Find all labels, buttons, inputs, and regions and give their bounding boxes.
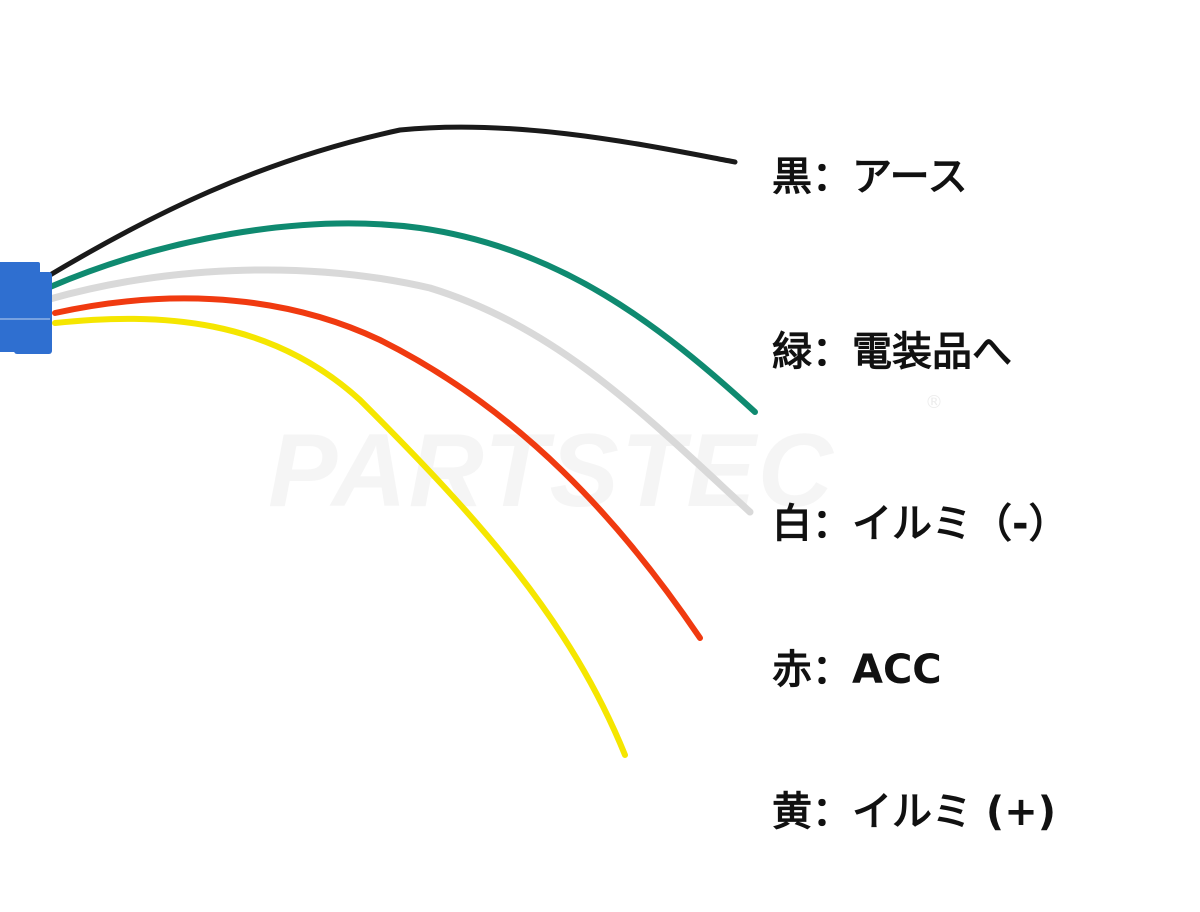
label-black-ground: 黒：アース xyxy=(772,154,968,200)
label-green-accessory: 緑：電装品へ xyxy=(772,329,1012,375)
wire-white xyxy=(46,266,754,516)
wire-yellow xyxy=(52,315,628,758)
wire-red xyxy=(52,295,703,641)
label-white-illumination-minus: 白：イルミ（-） xyxy=(772,501,1069,547)
connector xyxy=(0,262,52,354)
wire-green xyxy=(47,220,758,415)
label-yellow-illumination-plus: 黄：イルミ (+) xyxy=(772,789,1057,835)
registered-mark: ® xyxy=(925,392,943,413)
wire-black xyxy=(42,124,738,281)
label-red-acc: 赤：ACC xyxy=(772,647,942,693)
